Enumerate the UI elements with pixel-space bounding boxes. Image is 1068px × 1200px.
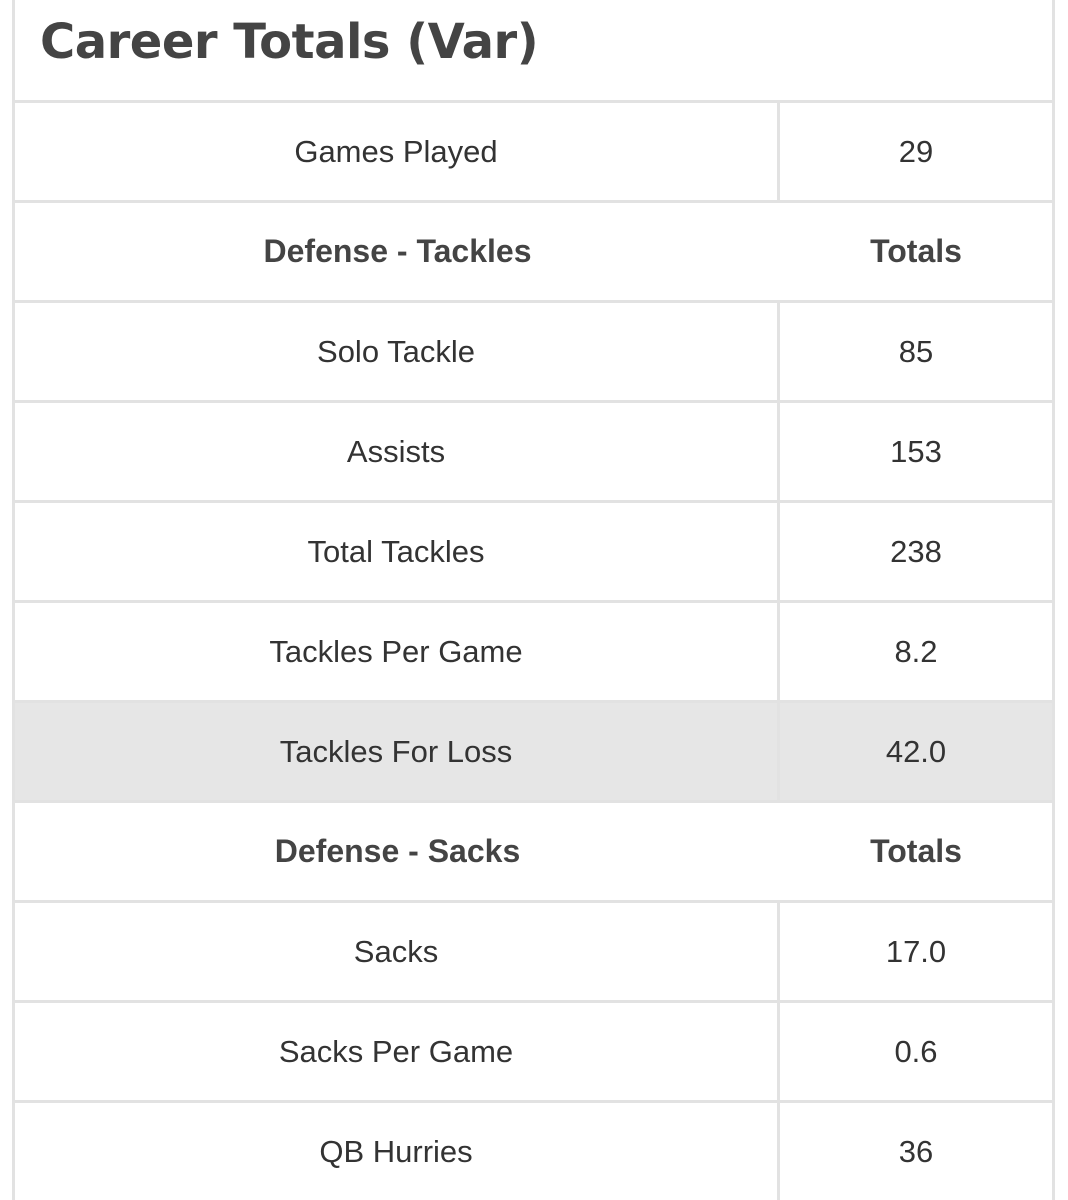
stat-label: Assists [15,403,780,500]
stat-value: 238 [890,533,942,569]
row: Games Played 29 [12,100,1055,200]
stat-label: QB Hurries [15,1103,780,1200]
highlighted-row: Tackles For Loss 42.0 [12,700,1055,800]
stat-value: 0.6 [894,1033,938,1069]
section-header: Defense - Tackles Totals [12,200,1055,300]
section-title: Defense - Sacks [274,833,521,869]
column-header: Totals [870,233,962,269]
stat-label: Games Played [15,103,780,200]
stat-label: Tackles Per Game [15,603,780,700]
stat-value: 42.0 [885,733,947,769]
row: Solo Tackle 85 [12,300,1055,400]
stat-value: 8.2 [894,633,938,669]
stat-label: Sacks Per Game [15,1003,780,1100]
row: Assists 153 [12,400,1055,500]
stat-value: 17.0 [885,933,947,969]
row: Sacks 17.0 [12,900,1055,1000]
stat-label: Sacks [15,903,780,1000]
stat-value: 85 [898,333,934,369]
stat-value: 29 [898,133,934,169]
stats-table: Games Played 29 Defense - Tackles Totals S… [12,100,1055,1200]
section-header: Defense - Sacks Totals [12,800,1055,900]
stat-label: Solo Tackle [15,303,780,400]
column-header: Totals [870,833,962,869]
stat-label: Tackles For Loss [15,703,780,800]
stat-value: 153 [890,433,942,469]
row: Total Tackles 238 [12,500,1055,600]
row: QB Hurries 36 [12,1100,1055,1200]
row: Tackles Per Game 8.2 [12,600,1055,700]
section-title: Defense - Tackles [263,233,532,269]
stat-label: Total Tackles [15,503,780,600]
row: Sacks Per Game 0.6 [12,1000,1055,1100]
title: Career Totals (Var) [40,14,539,70]
stat-value: 36 [898,1133,934,1169]
